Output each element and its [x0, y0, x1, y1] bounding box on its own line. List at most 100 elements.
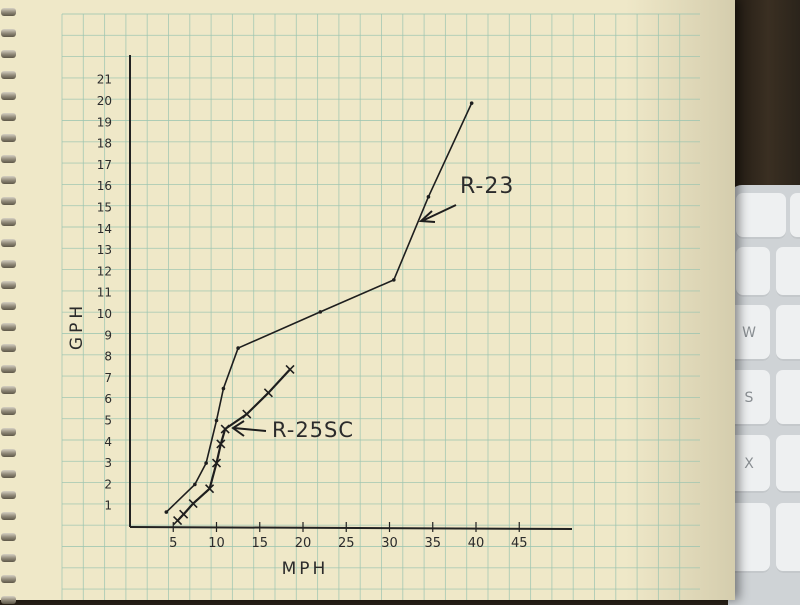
arrowhead-icon	[418, 210, 436, 223]
annotations: R-23 R-25SC	[231, 174, 514, 442]
keyboard-key	[736, 247, 770, 297]
y-tick-label: 18	[97, 137, 112, 151]
keyboard-key	[776, 370, 800, 426]
axes	[129, 55, 573, 530]
data-point-x-marker	[216, 439, 226, 449]
x-tick-label: 35	[424, 536, 441, 551]
data-point-dot	[236, 346, 240, 350]
spiral-coil	[1, 575, 16, 583]
y-tick-label: 10	[97, 307, 112, 321]
spiral-coil	[1, 176, 16, 184]
series-group	[164, 101, 474, 526]
spiral-coil	[1, 197, 16, 205]
x-tick-label: 25	[338, 536, 355, 551]
spiral-coil	[1, 155, 16, 163]
data-point-dot	[469, 101, 474, 105]
spiral-coil	[1, 92, 16, 100]
y-tick-label: 1	[104, 499, 112, 513]
y-tick-label: 11	[97, 286, 112, 300]
spiral-coil	[1, 302, 16, 310]
y-tick-label: 14	[97, 222, 112, 236]
spiral-coil	[1, 365, 16, 373]
hand-drawn-chart: 5 10 15 20 25 30 35 40 45 1234567891011121314151…	[61, 13, 700, 600]
data-point-x-marker	[285, 364, 295, 374]
spiral-coil	[1, 386, 16, 394]
annotation-r-23: R-23	[460, 174, 514, 199]
data-point-dot	[204, 461, 208, 465]
spiral-coil	[1, 428, 16, 436]
annotation-arrow-r-23	[421, 204, 457, 222]
x-tick-label: 20	[295, 536, 312, 551]
spiral-coil	[1, 533, 16, 541]
notebook-spiral	[0, 0, 18, 604]
data-point-dot	[164, 510, 169, 514]
spiral-coil	[1, 554, 16, 562]
spiral-coil	[1, 29, 16, 37]
spiral-coil	[1, 50, 16, 58]
spiral-coil	[1, 134, 16, 142]
data-point-dot	[392, 278, 396, 282]
spiral-coil	[1, 344, 16, 352]
keyboard-key	[776, 435, 800, 493]
data-point-x-marker	[263, 388, 273, 398]
spiral-coil	[1, 491, 16, 499]
data-point-dot	[214, 418, 219, 423]
spiral-coil	[1, 113, 16, 121]
keyboard-key-s: S	[728, 370, 770, 426]
graph-paper	[0, 0, 735, 604]
x-tick-label: 10	[208, 536, 225, 551]
data-point-x-marker	[220, 424, 230, 434]
keyboard-key	[736, 193, 786, 239]
series-line-r-25sc	[176, 368, 291, 522]
y-tick-label: 5	[104, 414, 112, 428]
x-tick-labels: 5 10 15 20 25 30 35 40 45	[169, 522, 528, 551]
x-tick-label: 30	[381, 536, 398, 551]
y-tick-label: 6	[104, 392, 112, 406]
y-tick-label: 17	[97, 158, 112, 172]
annotation-arrow-r-25sc	[233, 427, 267, 432]
grid-lines	[61, 13, 700, 600]
y-tick-label: 12	[97, 264, 112, 278]
arrowhead-icon	[231, 420, 245, 437]
y-tick-label: 13	[97, 243, 112, 257]
spiral-coil	[1, 470, 16, 478]
y-tick-label: 7	[104, 371, 112, 385]
data-point-x-marker	[205, 484, 215, 494]
data-point-dot	[318, 310, 323, 314]
spiral-coil	[1, 323, 16, 331]
y-tick-label: 4	[104, 435, 112, 449]
spiral-coil	[1, 260, 16, 268]
y-tick-label: 3	[104, 456, 112, 470]
spiral-coil	[1, 239, 16, 247]
x-axis-label: MPH	[282, 559, 329, 579]
keyboard-key	[776, 247, 800, 297]
keyboard: W S X	[728, 185, 800, 605]
y-tick-label: 20	[97, 94, 112, 108]
spiral-coil	[1, 407, 16, 415]
spiral-coil	[1, 281, 16, 289]
y-tick-label: 21	[97, 73, 112, 87]
keyboard-key	[776, 305, 800, 361]
spiral-coil	[1, 71, 16, 79]
y-tick-label: 16	[97, 179, 112, 193]
keyboard-key	[728, 503, 770, 573]
keyboard-key-w: W	[728, 305, 770, 361]
spiral-coil	[1, 512, 16, 520]
annotation-r-25sc: R-25SC	[272, 418, 354, 442]
keyboard-key	[790, 193, 800, 239]
series-line-r-23	[165, 102, 473, 513]
data-point-x-marker	[211, 458, 222, 468]
y-axis-label: GPH	[67, 302, 87, 350]
keyboard-key-x: X	[728, 435, 770, 493]
keyboard-key	[776, 503, 800, 573]
data-point-x-marker	[179, 509, 189, 519]
y-tick-label: 19	[97, 115, 112, 129]
spiral-coil	[1, 218, 16, 226]
x-axis	[129, 526, 573, 530]
data-point-dot	[426, 195, 431, 199]
y-tick-label: 8	[104, 350, 112, 364]
x-tick-label: 45	[511, 536, 528, 551]
data-point-x-marker	[242, 409, 252, 419]
y-tick-label: 15	[97, 201, 112, 215]
